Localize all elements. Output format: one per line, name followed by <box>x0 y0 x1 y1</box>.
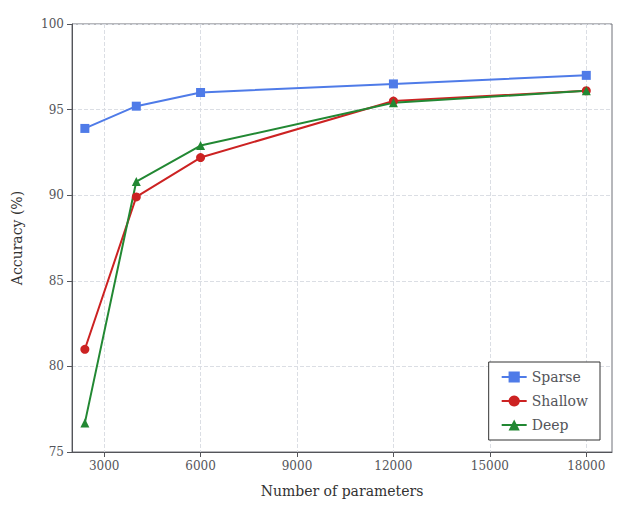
svg-text:3000: 3000 <box>89 459 120 473</box>
svg-text:90: 90 <box>49 188 64 202</box>
svg-text:12000: 12000 <box>374 459 412 473</box>
svg-text:6000: 6000 <box>185 459 216 473</box>
svg-text:100: 100 <box>41 17 64 31</box>
svg-text:95: 95 <box>49 103 64 117</box>
svg-text:85: 85 <box>49 274 64 288</box>
svg-text:Number of parameters: Number of parameters <box>261 483 424 499</box>
svg-text:75: 75 <box>49 445 64 459</box>
svg-text:Accuracy (%): Accuracy (%) <box>9 191 25 286</box>
svg-text:Sparse: Sparse <box>532 369 581 385</box>
svg-text:Shallow: Shallow <box>532 393 588 409</box>
svg-text:80: 80 <box>49 359 64 373</box>
svg-text:Deep: Deep <box>532 417 569 433</box>
svg-text:18000: 18000 <box>567 459 605 473</box>
svg-text:9000: 9000 <box>282 459 313 473</box>
svg-text:15000: 15000 <box>471 459 509 473</box>
